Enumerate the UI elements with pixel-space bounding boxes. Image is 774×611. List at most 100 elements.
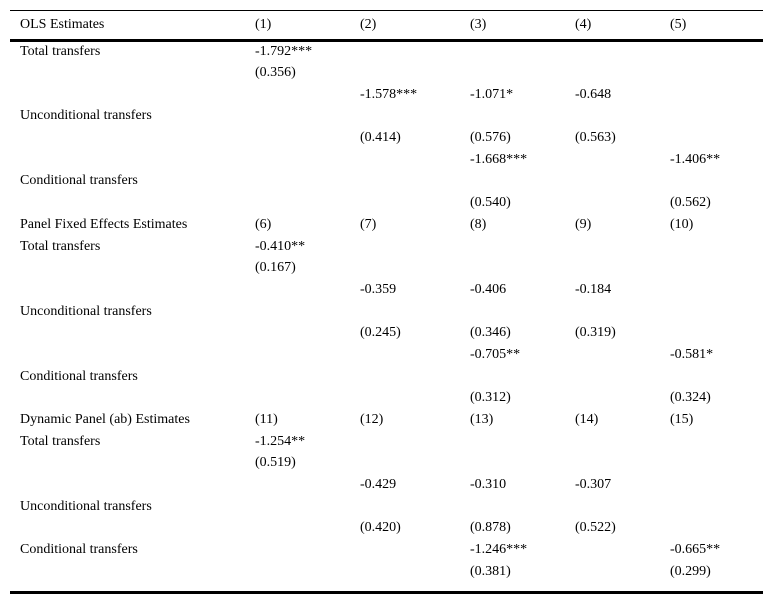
value-cell (575, 62, 670, 84)
value-cell (360, 388, 470, 410)
value-cell (575, 496, 670, 518)
value-cell: (0.167) (255, 260, 296, 276)
value-cell (360, 539, 470, 561)
value-cell (670, 257, 763, 279)
value-cell (255, 518, 360, 540)
row-label-cell: Conditional transfers (20, 542, 138, 558)
header-column-number: (5) (670, 10, 763, 42)
value-cell: (0.562) (670, 195, 711, 211)
value-cell (470, 106, 575, 128)
value-cell: -0.665** (670, 542, 721, 558)
value-cell (575, 453, 670, 475)
row-label-cell: Total transfers (20, 433, 101, 449)
header-column-number: (1) (255, 10, 360, 42)
row-label-cell (10, 474, 255, 496)
value-cell (470, 171, 575, 193)
value-cell (255, 366, 360, 388)
value-cell: (0.878) (470, 520, 511, 536)
value-cell: (0.420) (360, 520, 401, 536)
value-cell (255, 496, 360, 518)
value-cell (360, 561, 470, 583)
value-cell: -0.648 (575, 86, 612, 102)
table-row: (0.312) (0.324) (10, 388, 763, 410)
table-row: (0.420) (0.878) (0.522) (10, 518, 763, 540)
column-number-cell: (13) (470, 412, 494, 428)
row-label-cell (10, 127, 255, 149)
value-cell (670, 41, 763, 63)
column-number-cell: (15) (670, 412, 694, 428)
value-cell (670, 474, 763, 496)
value-cell: (0.346) (470, 325, 511, 341)
value-cell (360, 431, 470, 453)
value-cell: (0.522) (575, 520, 616, 536)
value-cell (575, 561, 670, 583)
value-cell (360, 149, 470, 171)
value-cell (470, 496, 575, 518)
value-cell (360, 171, 470, 193)
value-cell (575, 539, 670, 561)
regression-results-table: OLS Estimates (1) (2) (3) (4) (5) Total trans… (10, 10, 763, 595)
value-cell (255, 171, 360, 193)
header-column-number: (3) (470, 10, 575, 42)
value-cell (360, 366, 470, 388)
value-cell: (0.324) (670, 390, 711, 406)
value-cell: -1.668*** (470, 151, 528, 167)
value-cell (255, 149, 360, 171)
value-cell (575, 388, 670, 410)
value-cell (255, 388, 360, 410)
value-cell (360, 62, 470, 84)
value-cell (255, 322, 360, 344)
column-number-cell: (14) (575, 412, 599, 428)
value-cell: (0.576) (470, 130, 511, 146)
value-cell (575, 149, 670, 171)
value-cell (670, 106, 763, 128)
value-cell (575, 431, 670, 453)
value-cell (575, 41, 670, 63)
value-cell (670, 518, 763, 540)
table-row: (0.414) (0.576) (0.563) (10, 127, 763, 149)
table-row: (0.540) (0.562) (10, 192, 763, 214)
section-title-cell: Dynamic Panel (ab) Estimates (20, 412, 190, 428)
value-cell (575, 106, 670, 128)
value-cell: -1.254** (255, 433, 306, 449)
value-cell: -0.307 (575, 477, 612, 493)
value-cell: -1.071* (470, 86, 514, 102)
row-label-cell (10, 149, 255, 171)
value-cell (255, 279, 360, 301)
table-row: Unconditional transfers (10, 301, 763, 323)
row-label-cell (10, 62, 255, 84)
value-cell: -1.246*** (470, 542, 528, 558)
value-cell (470, 431, 575, 453)
row-label-cell: Total transfers (20, 44, 101, 60)
row-label-cell: Conditional transfers (20, 368, 138, 384)
value-cell (470, 366, 575, 388)
value-cell: -0.310 (470, 477, 507, 493)
table-row: Total transfers -1.254** (10, 431, 763, 453)
value-cell: -0.581* (670, 346, 714, 362)
table-row: (0.519) (10, 453, 763, 475)
value-cell (255, 561, 360, 583)
value-cell: (0.414) (360, 130, 401, 146)
value-cell: -1.792*** (255, 44, 313, 60)
table-row: (0.245) (0.346) (0.319) (10, 322, 763, 344)
table-row: Conditional transfers (10, 171, 763, 193)
value-cell (255, 192, 360, 214)
table-header: OLS Estimates (1) (2) (3) (4) (5) (10, 10, 763, 42)
value-cell (670, 322, 763, 344)
row-label-cell (10, 279, 255, 301)
value-cell (360, 453, 470, 475)
value-cell (670, 236, 763, 258)
value-cell: (0.563) (575, 130, 616, 146)
row-label-cell: Conditional transfers (20, 173, 138, 189)
section-header-row: Panel Fixed Effects Estimates (6) (7) (8) (9… (10, 214, 763, 236)
value-cell (255, 84, 360, 106)
value-cell: -1.406** (670, 151, 721, 167)
value-cell (360, 344, 470, 366)
value-cell (255, 301, 360, 323)
value-cell: -1.578*** (360, 86, 418, 102)
value-cell (470, 62, 575, 84)
value-cell (575, 236, 670, 258)
value-cell (470, 41, 575, 63)
value-cell (575, 192, 670, 214)
value-cell: (0.356) (255, 65, 296, 81)
